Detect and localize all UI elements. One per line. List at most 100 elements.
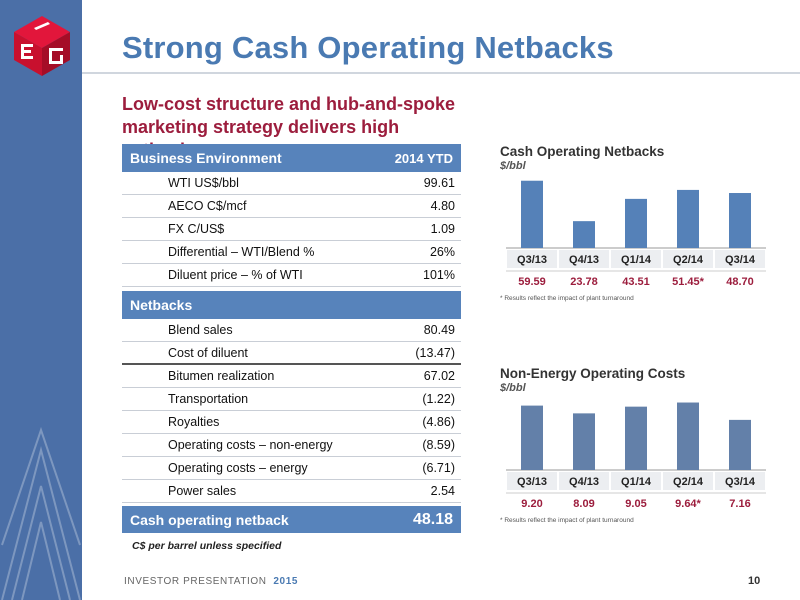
table-row: Diluent price – % of WTI 101% [122,264,461,287]
non-energy-costs-plot: Q3/13 9.20 Q4/13 8.09 Q1/14 9.05 Q2/14 9.64* Q3/… [506,402,766,510]
bar-Q2/14 [677,189,699,248]
category-label-bg [507,472,557,490]
chart-note: * Results reflect the impact of plant tu… [500,295,634,302]
table-row: FX C/US$ 1.09 [122,218,461,241]
bar-Q3/14 [729,193,751,248]
category-label-bg [507,250,557,268]
footer-year: 2015 [273,576,299,587]
total-value: 48.18 [412,510,453,528]
bar-Q4/13 [573,221,595,248]
footer-text: INVESTOR PRESENTATION [124,576,267,587]
data-label: 8.09 [573,498,594,510]
cash-netbacks-plot: Q3/13 59.59 Q4/13 23.78 Q1/14 43.51 Q2/14 51.45… [506,180,766,288]
category-label-bg [663,472,713,490]
data-label: 9.64* [675,498,701,510]
bar-Q3/14 [729,419,751,470]
meg-logo-icon [14,16,70,76]
netbacks-header-label: Netbacks [130,297,193,313]
row-value: (1.22) [422,392,455,406]
row-label: FX C/US$ [168,222,225,236]
table-row: Blend sales 80.49 [122,319,461,342]
row-label: Diluent price – % of WTI [168,268,303,282]
table-row: Operating costs – energy (6.71) [122,457,461,480]
row-label: Cost of diluent [168,345,248,360]
row-value: 26% [429,245,455,259]
row-label: Royalties [168,415,220,429]
category-label-bg [715,472,765,490]
table-row: Operating costs – non-energy (8.59) [122,434,461,457]
table-row: Bitumen realization 67.02 [122,365,461,388]
chart-note: * Results reflect the impact of plant tu… [500,517,634,524]
row-label: Operating costs – energy [168,461,308,475]
chart-title: Non-Energy Operating Costs [500,366,686,381]
title-divider [82,72,800,74]
bar-Q3/13 [521,180,543,248]
category-label-bg [715,250,765,268]
row-value: (6.71) [422,461,455,475]
bar-Q4/13 [573,413,595,470]
total-label: Cash operating netback [130,511,289,528]
band-chevron-pattern [1,426,81,600]
category-label-bg [611,250,661,268]
bar-Q1/14 [625,198,647,248]
row-label: WTI US$/bbl [168,176,239,190]
table-row: Differential – WTI/Blend % 26% [122,241,461,264]
data-label: 48.70 [726,276,754,288]
category-label-bg [559,472,609,490]
row-label: Power sales [168,484,237,498]
page-title: Strong Cash Operating Netbacks [122,30,614,65]
data-label: 9.20 [521,498,542,510]
netbacks-header: Netbacks [122,291,461,319]
data-label: 7.16 [729,498,750,510]
category-label: Q1/14 [621,476,652,488]
row-value: (8.59) [422,438,455,452]
year-header-label: 2014 YTD [394,150,453,166]
non-energy-costs-chart: Non-Energy Operating Costs $/bbl Q3/13 9.… [500,366,772,524]
chart-unit: $/bbl [500,382,526,394]
cash-netbacks-chart: Cash Operating Netbacks $/bbl Q3/13 59.59… [500,144,772,302]
row-value: 99.61 [423,176,455,190]
table-row: WTI US$/bbl 99.61 [122,172,461,195]
left-band [0,0,82,600]
row-label: AECO C$/mcf [168,199,247,213]
category-label: Q3/14 [725,254,756,266]
chart-unit: $/bbl [500,160,526,172]
table-row: AECO C$/mcf 4.80 [122,195,461,218]
row-value: (13.47) [415,345,455,360]
bar-Q2/14 [677,402,699,470]
category-label: Q2/14 [673,476,704,488]
row-value: 2.54 [430,484,455,498]
row-label: Operating costs – non-energy [168,438,333,452]
bar-Q3/13 [521,405,543,470]
row-label: Bitumen realization [168,369,275,383]
data-label: 43.51 [622,276,650,288]
row-label: Transportation [168,392,249,406]
row-value: 80.49 [423,323,455,337]
table-row: Transportation (1.22) [122,388,461,411]
data-label: 51.45* [672,276,705,288]
category-label: Q3/14 [725,476,756,488]
row-value: 4.80 [430,199,455,213]
data-label: 9.05 [625,498,646,510]
footer-label: INVESTOR PRESENTATION 2015 [124,576,298,587]
data-label: 59.59 [518,276,546,288]
row-value: 101% [423,268,455,282]
category-label-bg [663,250,713,268]
category-label-bg [611,472,661,490]
chart-title: Cash Operating Netbacks [500,144,665,159]
category-label: Q4/13 [569,476,599,488]
table-row: Cost of diluent (13.47) [122,342,461,365]
netbacks-table: Business Environment 2014 YTD WTI US$/bb… [122,144,461,533]
business-header-label: Business Environment [130,150,282,166]
category-label: Q1/14 [621,254,652,266]
cash-operating-netback-total: Cash operating netback 48.18 [122,506,461,533]
category-label: Q3/13 [517,254,547,266]
row-value: 67.02 [423,369,455,383]
category-label: Q3/13 [517,476,547,488]
bar-Q1/14 [625,406,647,470]
table-footnote: C$ per barrel unless specified [132,540,282,552]
row-value: (4.86) [422,415,455,429]
row-label: Differential – WTI/Blend % [168,245,315,259]
table-row: Power sales 2.54 [122,480,461,503]
page-number: 10 [748,575,761,587]
